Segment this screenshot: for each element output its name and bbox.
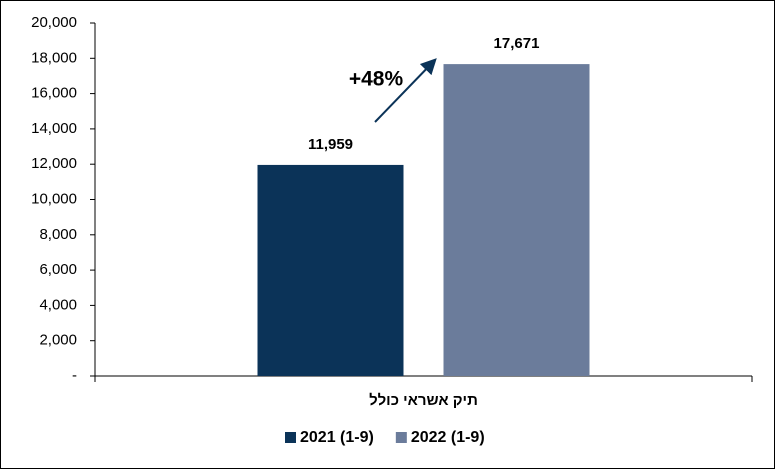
legend-swatch <box>395 432 407 443</box>
growth-arrow <box>374 58 437 123</box>
x-tick-label: תיק אשראי כולל <box>369 392 478 409</box>
y-tick-label: 8,000 <box>39 226 77 243</box>
y-tick-label: - <box>72 367 77 384</box>
y-tick-label: 14,000 <box>31 120 77 137</box>
y-tick-label: 16,000 <box>31 85 77 102</box>
y-tick-label: 18,000 <box>31 49 77 66</box>
bar <box>257 164 404 376</box>
annotation: +48% <box>349 68 404 91</box>
y-tick-label: 4,000 <box>39 296 77 313</box>
y-tick-label: 10,000 <box>31 190 77 207</box>
y-tick-label: 12,000 <box>31 155 77 172</box>
y-tick-label: 6,000 <box>39 261 77 278</box>
legend-swatch <box>285 432 296 443</box>
value-label: 17,671 <box>494 35 540 52</box>
bar <box>443 64 590 377</box>
value-label: 11,959 <box>308 136 353 153</box>
y-tick-label: 20,000 <box>31 14 77 31</box>
legend-label: 2022 (1-9) <box>411 429 485 446</box>
y-tick-label: 2,000 <box>39 332 77 349</box>
legend-label: 2021 (1-9) <box>300 429 374 446</box>
